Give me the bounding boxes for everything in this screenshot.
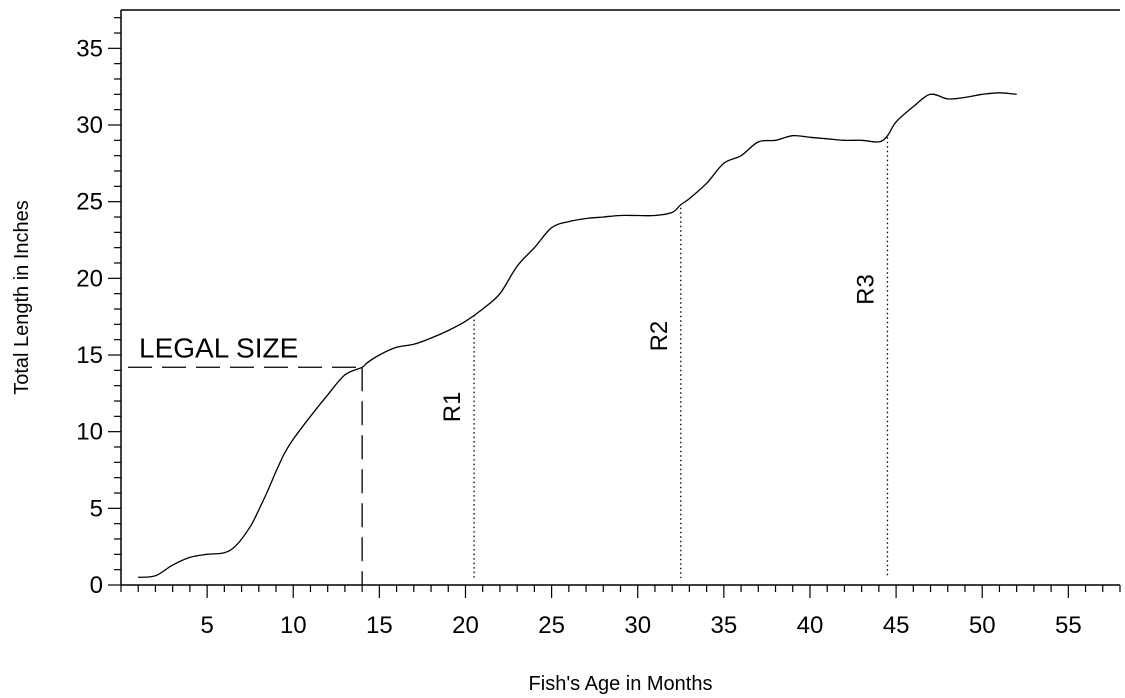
- annotation-labels: LEGAL SIZE R1 R2 R3: [139, 274, 879, 422]
- y-ticks: 0 5 10 15 20 25 30 35: [76, 17, 121, 599]
- growth-curve-line: [138, 92, 1017, 578]
- x-tick-label: 50: [969, 612, 996, 639]
- x-tick-label: 10: [280, 612, 307, 639]
- y-tick-label: 20: [76, 265, 103, 292]
- y-tick-label: 0: [90, 572, 103, 599]
- y-tick-label: 30: [76, 112, 103, 139]
- x-tick-label: 30: [624, 612, 651, 639]
- y-tick-label: 25: [76, 189, 103, 216]
- r1-label: R1: [439, 392, 466, 423]
- r3-label: R3: [852, 274, 879, 305]
- y-tick-label: 15: [76, 342, 103, 369]
- x-tick-label: 40: [797, 612, 824, 639]
- y-tick-label: 35: [76, 35, 103, 62]
- x-ticks: 5 10 15 20 25 30 35 40 45 50 55: [120, 585, 1121, 639]
- x-axis-title: Fish's Age in Months: [529, 673, 713, 695]
- x-tick-label: 55: [1055, 612, 1082, 639]
- x-tick-label: 35: [710, 612, 737, 639]
- x-tick-label: 45: [883, 612, 910, 639]
- x-tick-label: 15: [366, 612, 393, 639]
- x-tick-label: 25: [538, 612, 565, 639]
- y-axis-title: Total Length in Inches: [11, 200, 33, 395]
- x-tick-label: 5: [200, 612, 213, 639]
- x-tick-label: 20: [452, 612, 479, 639]
- legal-size-label: LEGAL SIZE: [139, 332, 298, 363]
- r2-label: R2: [646, 321, 673, 352]
- reference-lines: [128, 137, 889, 585]
- y-tick-label: 10: [76, 419, 103, 446]
- y-tick-label: 5: [90, 495, 103, 522]
